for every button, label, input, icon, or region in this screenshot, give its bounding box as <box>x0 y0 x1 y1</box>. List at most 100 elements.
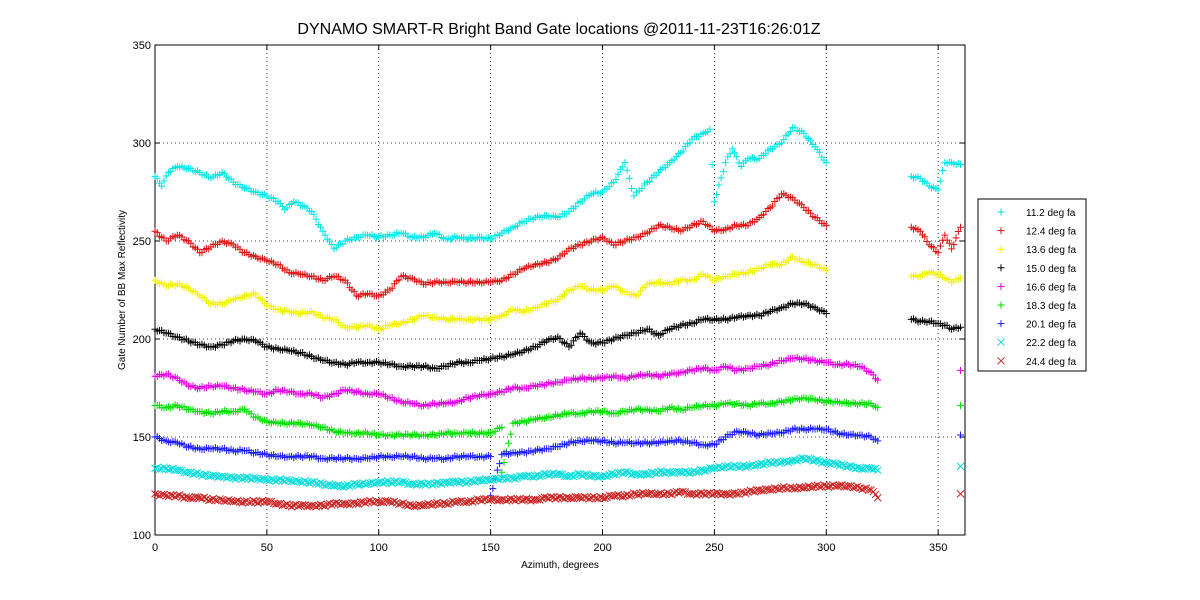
series-0 <box>151 123 965 253</box>
data-point <box>628 184 636 192</box>
series-3 <box>151 299 965 373</box>
data-point <box>574 333 582 341</box>
series-2 <box>151 253 965 333</box>
data-point <box>717 174 725 182</box>
data-point <box>800 129 808 137</box>
data-point <box>153 229 161 237</box>
data-point <box>625 174 633 182</box>
data-point <box>728 145 736 153</box>
y-tick-label: 200 <box>133 334 151 346</box>
y-tick-label: 250 <box>133 236 151 248</box>
data-point <box>939 167 947 175</box>
legend-label: 20.1 deg fa <box>1026 320 1076 331</box>
data-point <box>317 223 325 231</box>
x-tick-label: 250 <box>705 542 723 554</box>
data-point <box>731 149 739 157</box>
x-tick-label: 100 <box>370 542 388 554</box>
data-point <box>706 125 714 133</box>
data-point <box>507 430 515 438</box>
data-point <box>816 148 824 156</box>
x-tick-label: 200 <box>593 542 611 554</box>
data-point <box>388 284 396 292</box>
data-point <box>713 191 721 199</box>
data-point <box>160 177 168 185</box>
series-1 <box>151 190 965 301</box>
data-point <box>343 279 351 287</box>
legend-label: 18.3 deg fa <box>1026 301 1076 312</box>
data-point <box>572 203 580 211</box>
data-point <box>321 231 329 239</box>
legend-label: 24.4 deg fa <box>1026 357 1076 368</box>
data-point <box>945 239 953 247</box>
data-point <box>612 175 620 183</box>
data-point <box>957 223 965 231</box>
data-point <box>957 274 965 282</box>
data-point <box>505 439 513 447</box>
legend-label: 12.4 deg fa <box>1026 227 1076 238</box>
data-point <box>187 239 195 247</box>
data-point <box>634 291 642 299</box>
x-tick-label: 300 <box>817 542 835 554</box>
data-point <box>957 323 965 331</box>
data-point <box>638 185 646 193</box>
data-point <box>957 366 965 374</box>
x-tick-label: 0 <box>152 542 158 554</box>
data-point <box>719 168 727 176</box>
data-point <box>954 228 962 236</box>
data-point <box>950 241 958 249</box>
data-point <box>934 249 942 257</box>
data-point <box>957 161 965 169</box>
legend-label: 22.2 deg fa <box>1026 338 1076 349</box>
data-point <box>708 161 716 169</box>
data-point <box>952 234 960 242</box>
data-point <box>874 376 882 384</box>
data-point <box>869 371 877 379</box>
data-point <box>936 177 944 185</box>
data-point <box>158 182 166 190</box>
data-point <box>921 233 929 241</box>
data-point <box>500 458 508 466</box>
data-point <box>310 210 318 218</box>
data-point <box>614 170 622 178</box>
legend: 11.2 deg fa 12.4 deg fa 13.6 deg fa 15.0 de… <box>977 198 1087 372</box>
data-point <box>328 240 336 248</box>
series-4 <box>151 353 965 410</box>
data-point <box>822 159 830 167</box>
y-axis-label: Gate Number of BB Max Reflectivity <box>117 210 128 370</box>
data-point <box>498 423 506 431</box>
data-point <box>726 150 734 158</box>
data-point <box>762 150 770 158</box>
legend-label: 11.2 deg fa <box>1026 208 1076 219</box>
legend-label: 15.0 deg fa <box>1026 264 1076 275</box>
data-point <box>934 186 942 194</box>
data-point <box>807 209 815 217</box>
y-tick-label: 350 <box>133 40 151 52</box>
data-point <box>252 290 260 298</box>
data-point <box>258 296 266 304</box>
data-point <box>786 127 794 135</box>
data-point <box>395 276 403 284</box>
data-point <box>807 136 815 144</box>
x-tick-label: 150 <box>481 542 499 554</box>
data-point <box>581 333 589 341</box>
data-point <box>936 242 944 250</box>
data-point <box>220 170 228 178</box>
data-point <box>560 291 568 299</box>
data-point <box>162 172 170 180</box>
y-tick-label: 300 <box>133 138 151 150</box>
data-point <box>822 266 830 274</box>
y-tick-label: 100 <box>133 530 151 542</box>
data-point <box>737 163 745 171</box>
data-point <box>775 194 783 202</box>
data-point <box>605 183 613 191</box>
axis-ticks: 0 50 100 150 200 250 300 350 100 150 200 250 300 350 <box>133 40 965 554</box>
data-point <box>822 221 830 229</box>
data-point <box>916 227 924 235</box>
data-point <box>722 159 730 167</box>
data-point <box>733 153 741 161</box>
data-point <box>715 181 723 189</box>
data-point <box>153 174 161 182</box>
data-points <box>151 123 965 511</box>
data-point <box>930 244 938 252</box>
data-point <box>630 192 638 200</box>
